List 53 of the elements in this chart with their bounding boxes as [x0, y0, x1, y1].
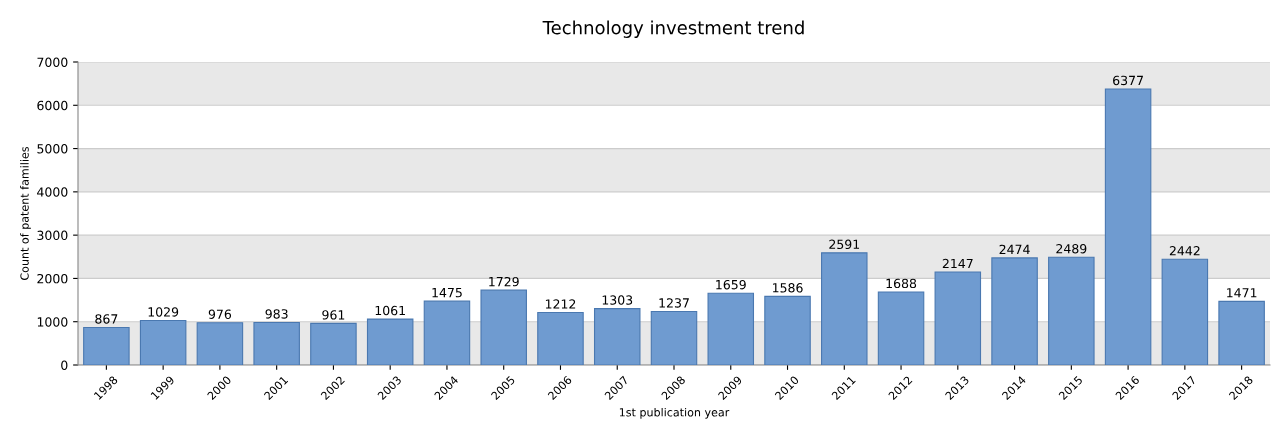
- data-label: 983: [265, 309, 288, 319]
- data-label: 1212: [545, 299, 576, 309]
- data-label: 6377: [1113, 75, 1143, 86]
- chart-title: Technology investment trend: [542, 20, 804, 38]
- bar: [764, 295, 811, 365]
- y-tick-label: 4000: [37, 187, 68, 197]
- y-tick-label: 6000: [37, 100, 68, 111]
- data-label: 976: [208, 309, 232, 319]
- bar: [1218, 300, 1265, 365]
- y-tick-label: 5000: [37, 144, 68, 154]
- bar: [707, 292, 755, 365]
- data-label: 1688: [886, 278, 917, 289]
- data-label: 1303: [602, 295, 633, 305]
- data-label: 1029: [148, 307, 179, 317]
- bar: [650, 310, 698, 365]
- data-label: 1475: [432, 288, 462, 298]
- y-axis-title: Count of patent families: [20, 146, 31, 280]
- y-tick-label: 3000: [37, 230, 68, 241]
- bar: [423, 300, 471, 365]
- data-label: 1471: [1227, 288, 1257, 298]
- bar: [934, 271, 982, 365]
- bar: [821, 252, 868, 365]
- data-label: 2591: [829, 239, 860, 250]
- bar: [593, 308, 641, 365]
- bar: [196, 322, 244, 365]
- data-label: 2489: [1056, 244, 1087, 254]
- bar: [1104, 88, 1152, 365]
- y-tick-label: 0: [61, 360, 68, 370]
- bar: [877, 291, 925, 365]
- bar: [366, 318, 414, 365]
- bar: [310, 322, 357, 365]
- bar: [991, 257, 1038, 365]
- bar: [253, 321, 300, 365]
- bar: [139, 319, 187, 365]
- data-label: 1659: [716, 279, 746, 290]
- bar: [83, 326, 130, 365]
- data-label: 1061: [375, 305, 405, 316]
- y-tick-label: 1000: [37, 317, 68, 327]
- bar: [1161, 258, 1209, 365]
- data-label: 1237: [659, 298, 689, 308]
- y-tick-label: 7000: [37, 57, 68, 67]
- data-label: 2442: [1169, 246, 1200, 256]
- data-label: 1729: [489, 276, 519, 287]
- y-tick-label: 2000: [37, 273, 68, 284]
- data-label: 1586: [772, 283, 803, 293]
- x-axis-title: 1st publication year: [619, 407, 730, 419]
- bar: [537, 311, 584, 365]
- data-label: 961: [322, 310, 345, 320]
- data-label: 867: [95, 314, 118, 324]
- data-label: 2147: [942, 258, 973, 269]
- bar: [480, 289, 527, 365]
- data-label: 2474: [999, 244, 1030, 254]
- bar: [1048, 256, 1095, 365]
